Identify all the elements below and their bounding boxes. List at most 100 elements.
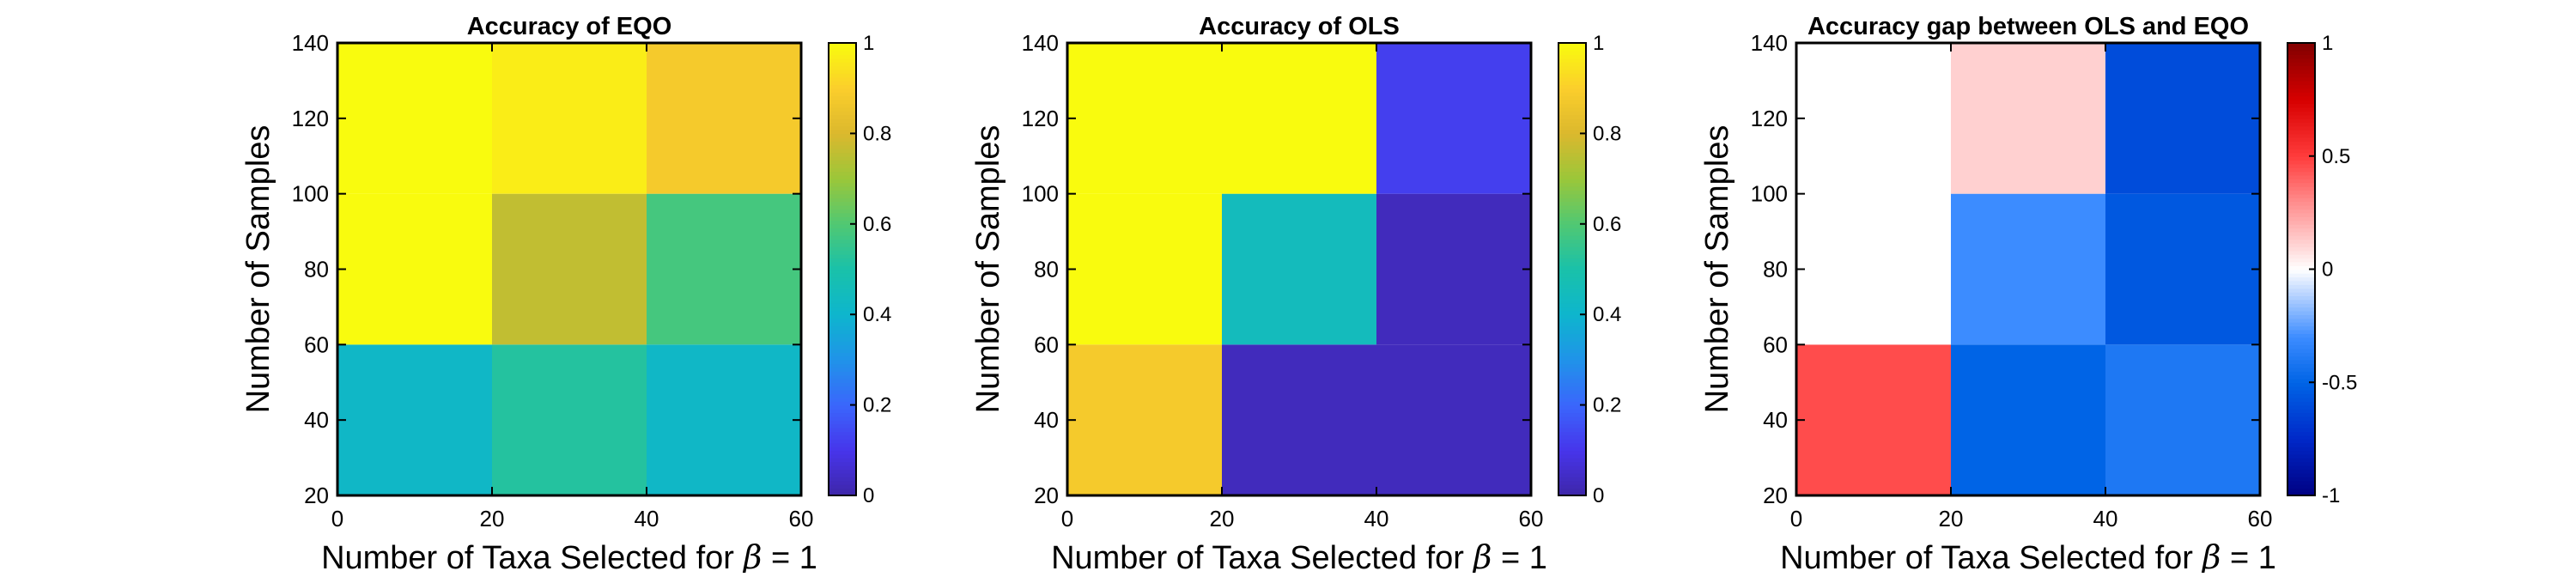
colorbar-tick-label: 0 bbox=[1593, 484, 1604, 507]
colorbar-segment bbox=[1558, 276, 1586, 282]
colorbar-segment bbox=[1558, 253, 1586, 259]
colorbar-segment bbox=[1558, 337, 1586, 342]
colorbar-segment bbox=[829, 412, 856, 417]
heatmap-cell-r2-c1 bbox=[1222, 43, 1376, 194]
colorbar-segment bbox=[829, 265, 856, 270]
colorbar-segment bbox=[2287, 272, 2315, 278]
colorbar-segment bbox=[2287, 216, 2315, 222]
colorbar-segment bbox=[2287, 477, 2315, 482]
colorbar-segment bbox=[829, 276, 856, 282]
colorbar-segment bbox=[2287, 276, 2315, 282]
y-tick-label: 140 bbox=[1022, 30, 1059, 56]
colorbar-segment bbox=[829, 458, 856, 463]
colorbar-segment bbox=[1558, 442, 1586, 447]
colorbar-segment bbox=[1558, 163, 1586, 168]
y-tick-label: 80 bbox=[1034, 257, 1059, 282]
colorbar-segment bbox=[2287, 246, 2315, 252]
colorbar-segment bbox=[1558, 458, 1586, 463]
colorbar-segment bbox=[1558, 242, 1586, 247]
colorbar-segment bbox=[2287, 155, 2315, 161]
y-tick-label: 120 bbox=[1022, 106, 1059, 131]
colorbar-segment bbox=[2287, 325, 2315, 331]
colorbar-segment bbox=[1558, 204, 1586, 210]
chart-title: Accuracy gap between OLS and EQO bbox=[1807, 13, 2249, 40]
colorbar-segment bbox=[829, 269, 856, 274]
colorbar-segment bbox=[2287, 469, 2315, 474]
colorbar-segment bbox=[1558, 133, 1586, 138]
colorbar-segment bbox=[2287, 329, 2315, 334]
colorbar-segment bbox=[1558, 367, 1586, 372]
colorbar-segment bbox=[2287, 73, 2315, 78]
colorbar-segment bbox=[829, 239, 856, 244]
colorbar-segment bbox=[2287, 340, 2315, 346]
colorbar-segment bbox=[1558, 397, 1586, 403]
colorbar-segment bbox=[1558, 212, 1586, 217]
colorbar-segment bbox=[1558, 246, 1586, 252]
colorbar-segment bbox=[2287, 137, 2315, 142]
colorbar-segment bbox=[1558, 223, 1586, 228]
colorbar-segment bbox=[1558, 201, 1586, 206]
colorbar-segment bbox=[829, 310, 856, 315]
colorbar-segment bbox=[1558, 58, 1586, 63]
colorbar-segment bbox=[829, 378, 856, 384]
y-tick-label: 20 bbox=[1763, 483, 1788, 508]
colorbar-segment bbox=[2287, 99, 2315, 105]
colorbar-segment bbox=[1558, 431, 1586, 436]
y-tick-label: 40 bbox=[304, 407, 329, 433]
colorbar-segment bbox=[829, 223, 856, 228]
colorbar-segment bbox=[829, 461, 856, 466]
colorbar-segment bbox=[2287, 450, 2315, 455]
colorbar-segment bbox=[1558, 272, 1586, 278]
colorbar-segment bbox=[2287, 483, 2315, 489]
colorbar-segment bbox=[2287, 359, 2315, 365]
colorbar-segment bbox=[829, 288, 856, 293]
colorbar-segment bbox=[1558, 239, 1586, 244]
colorbar-segment bbox=[829, 469, 856, 474]
colorbar-segment bbox=[1558, 477, 1586, 482]
colorbar-segment bbox=[829, 137, 856, 142]
colorbar-tick-label: 0.4 bbox=[863, 303, 891, 326]
colorbar-segment bbox=[1558, 171, 1586, 176]
x-tick-label: 60 bbox=[1519, 506, 1544, 531]
colorbar-segment bbox=[829, 439, 856, 444]
colorbar-segment bbox=[2287, 442, 2315, 447]
heatmap-cell-r1-c0 bbox=[1067, 193, 1222, 345]
y-tick-label: 140 bbox=[292, 30, 329, 56]
chart-title: Accuracy of EQO bbox=[467, 13, 672, 40]
colorbar-segment bbox=[829, 408, 856, 414]
colorbar-segment bbox=[829, 95, 856, 100]
colorbar-segment bbox=[829, 125, 856, 131]
colorbar-segment bbox=[1558, 423, 1586, 428]
colorbar-segment bbox=[2287, 122, 2315, 127]
colorbar-segment bbox=[1558, 284, 1586, 289]
colorbar-segment bbox=[1558, 386, 1586, 391]
colorbar-segment bbox=[2287, 352, 2315, 357]
colorbar-segment bbox=[829, 54, 856, 59]
colorbar-segment bbox=[829, 477, 856, 482]
colorbar-segment bbox=[829, 325, 856, 331]
colorbar-tick-label: 0 bbox=[863, 484, 874, 507]
colorbar-segment bbox=[2287, 201, 2315, 206]
colorbar-segment bbox=[2287, 284, 2315, 289]
colorbar-segment bbox=[2287, 212, 2315, 217]
colorbar-segment bbox=[2287, 185, 2315, 191]
colorbar-segment bbox=[829, 58, 856, 63]
colorbar-segment bbox=[1558, 167, 1586, 173]
colorbar-segment bbox=[1558, 130, 1586, 135]
colorbar-segment bbox=[2287, 386, 2315, 391]
colorbar-segment bbox=[2287, 223, 2315, 228]
colorbar-segment bbox=[1558, 125, 1586, 131]
colorbar-segment bbox=[2287, 130, 2315, 135]
colorbar-segment bbox=[1558, 148, 1586, 154]
colorbar-segment bbox=[1558, 265, 1586, 270]
colorbar-segment bbox=[2287, 242, 2315, 247]
colorbar-segment bbox=[1558, 269, 1586, 274]
colorbar-segment bbox=[2287, 461, 2315, 466]
colorbar-segment bbox=[1558, 61, 1586, 67]
colorbar-segment bbox=[829, 231, 856, 236]
colorbar-segment bbox=[829, 130, 856, 135]
colorbar-segment bbox=[1558, 190, 1586, 195]
colorbar-segment bbox=[1558, 73, 1586, 78]
colorbar-segment bbox=[829, 393, 856, 398]
colorbar-segment bbox=[2287, 446, 2315, 452]
